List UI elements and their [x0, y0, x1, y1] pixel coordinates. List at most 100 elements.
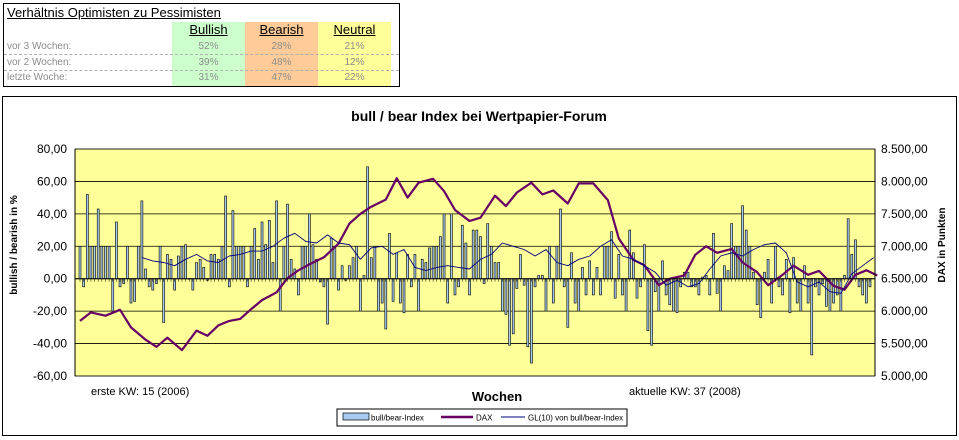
table-cell: 22%: [344, 72, 365, 83]
bar: [195, 262, 198, 280]
y-tick-label: 20,00: [37, 239, 67, 253]
bar: [144, 268, 147, 280]
bar: [257, 258, 260, 280]
bar: [111, 278, 115, 312]
bar: [493, 262, 497, 280]
bar: [854, 239, 857, 280]
bar: [504, 278, 508, 315]
bar: [129, 278, 133, 304]
table-cell: 31%: [198, 72, 219, 83]
bar: [136, 245, 140, 280]
bar: [624, 278, 628, 312]
annotation-current-week: aktuelle KW: 37 (2008): [629, 386, 741, 398]
bar: [610, 231, 613, 280]
bar: [479, 236, 482, 280]
bar: [501, 278, 504, 312]
bar: [89, 245, 93, 280]
bar: [220, 245, 224, 280]
bar: [402, 278, 406, 314]
bar: [286, 203, 289, 280]
table-title: Verhältnis Optimisten zu Pessimisten: [7, 5, 221, 20]
y2-tick-label: 6.000,00: [881, 304, 928, 318]
y-tick-label: 80,00: [37, 142, 67, 156]
bar: [351, 257, 355, 280]
bar: [642, 244, 646, 280]
bar: [184, 244, 187, 280]
bar: [373, 245, 377, 280]
bar: [304, 245, 308, 280]
bar: [78, 245, 82, 280]
bar: [846, 218, 850, 280]
bar: [380, 278, 384, 304]
bar: [406, 254, 409, 280]
bar: [282, 245, 286, 280]
y2-tick-label: 5.500,00: [881, 337, 928, 351]
bar: [668, 278, 672, 305]
bar: [788, 278, 792, 314]
bar: [169, 258, 173, 280]
header-bullish: Bullish: [189, 22, 228, 37]
bar: [446, 278, 449, 304]
table-cell: 21%: [344, 41, 365, 52]
bar: [606, 245, 610, 280]
bar: [551, 278, 555, 304]
y2-tick-label: 5.000,00: [881, 369, 928, 383]
bar: [675, 278, 679, 314]
dax-line: [79, 177, 878, 352]
y-tick-label: 0,00: [44, 272, 68, 286]
bar: [442, 213, 446, 280]
y-tick-label: -20,00: [33, 304, 67, 318]
bar: [763, 271, 766, 280]
bar: [526, 278, 530, 348]
bar: [271, 262, 275, 280]
bar: [242, 245, 246, 280]
y2-tick-label: 7.000,00: [881, 239, 928, 253]
y2-tick-label: 7.500,00: [881, 207, 928, 221]
bar: [435, 245, 439, 280]
bar: [566, 278, 570, 328]
bar: [224, 195, 227, 280]
bar: [737, 245, 741, 280]
bar: [366, 166, 369, 280]
chart-title: bull / bear Index bei Wertpapier-Forum: [351, 108, 607, 124]
table-cell: 47%: [271, 72, 292, 83]
chart-svg: -60,00 5.000,00 -40,00 5.500,00 -20,00 6.000,…: [9, 108, 948, 427]
bar: [511, 278, 515, 335]
y-tick-label: 60,00: [37, 174, 67, 188]
bar: [278, 278, 282, 312]
table-cell: 12%: [344, 57, 365, 68]
row-divider: [4, 70, 399, 71]
bar: [213, 254, 217, 280]
bar: [726, 270, 730, 280]
row-divider: [4, 54, 399, 55]
bar: [719, 278, 723, 312]
plot-background: [74, 148, 876, 377]
bar: [333, 245, 337, 280]
bar: [672, 278, 675, 312]
bar: [275, 200, 278, 280]
bar: [439, 236, 442, 280]
bar: [417, 278, 420, 312]
y2-tick-label: 6.500,00: [881, 272, 928, 286]
table-cell: 48%: [271, 57, 292, 68]
gl10-line: [141, 232, 874, 294]
bar: [650, 278, 653, 346]
bar: [766, 258, 770, 280]
bar: [162, 278, 166, 323]
bar: [519, 254, 522, 280]
bar: [508, 278, 511, 346]
bar: [792, 257, 795, 280]
bar: [384, 278, 388, 330]
legend-swatch-bars: [342, 412, 370, 421]
bar: [548, 245, 551, 280]
bar: [355, 245, 358, 280]
bar: [759, 278, 763, 318]
bar: [486, 223, 490, 280]
bar: [865, 278, 868, 304]
bar: [832, 278, 835, 304]
bar: [450, 213, 453, 280]
bar: [839, 278, 843, 312]
bar: [388, 233, 391, 280]
bar: [581, 267, 584, 280]
bar: [300, 245, 304, 280]
